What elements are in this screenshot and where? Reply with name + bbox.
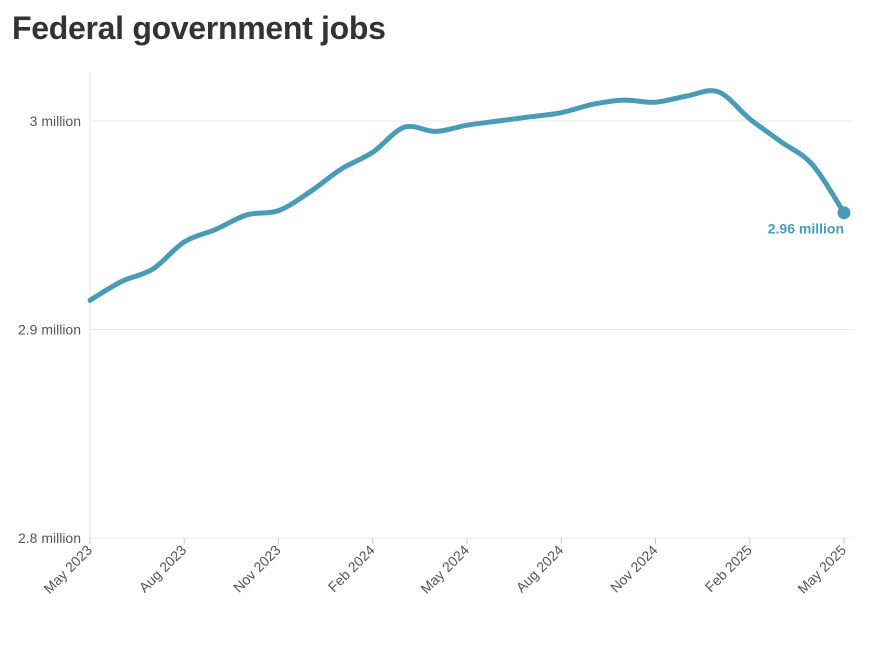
x-tick-label: May 2024	[417, 542, 472, 597]
x-tick-label: Feb 2025	[702, 542, 755, 595]
x-tick-label: May 2023	[40, 542, 95, 597]
x-tick-label: May 2025	[794, 542, 849, 597]
x-axis-ticks: May 2023 Aug 2023 Nov 2023 Feb 2024 May 2024…	[40, 538, 849, 597]
x-tick-label: Feb 2024	[325, 542, 378, 595]
end-point-marker	[837, 206, 851, 220]
x-tick-label: Nov 2024	[607, 542, 661, 596]
x-tick-label: Nov 2023	[230, 542, 284, 596]
y-tick-label: 2.8 million	[18, 530, 81, 546]
y-axis-ticks: 2.8 million 2.9 million 3 million	[18, 113, 81, 546]
series-line	[87, 88, 847, 303]
x-tick-label: Aug 2024	[513, 542, 567, 596]
x-tick-label: Aug 2023	[136, 542, 190, 596]
chart-title: Federal government jobs	[12, 10, 386, 46]
y-tick-label: 2.9 million	[18, 322, 81, 338]
end-value-label: 2.96 million	[768, 221, 844, 237]
y-tick-label: 3 million	[30, 113, 81, 129]
gridlines	[90, 120, 852, 539]
